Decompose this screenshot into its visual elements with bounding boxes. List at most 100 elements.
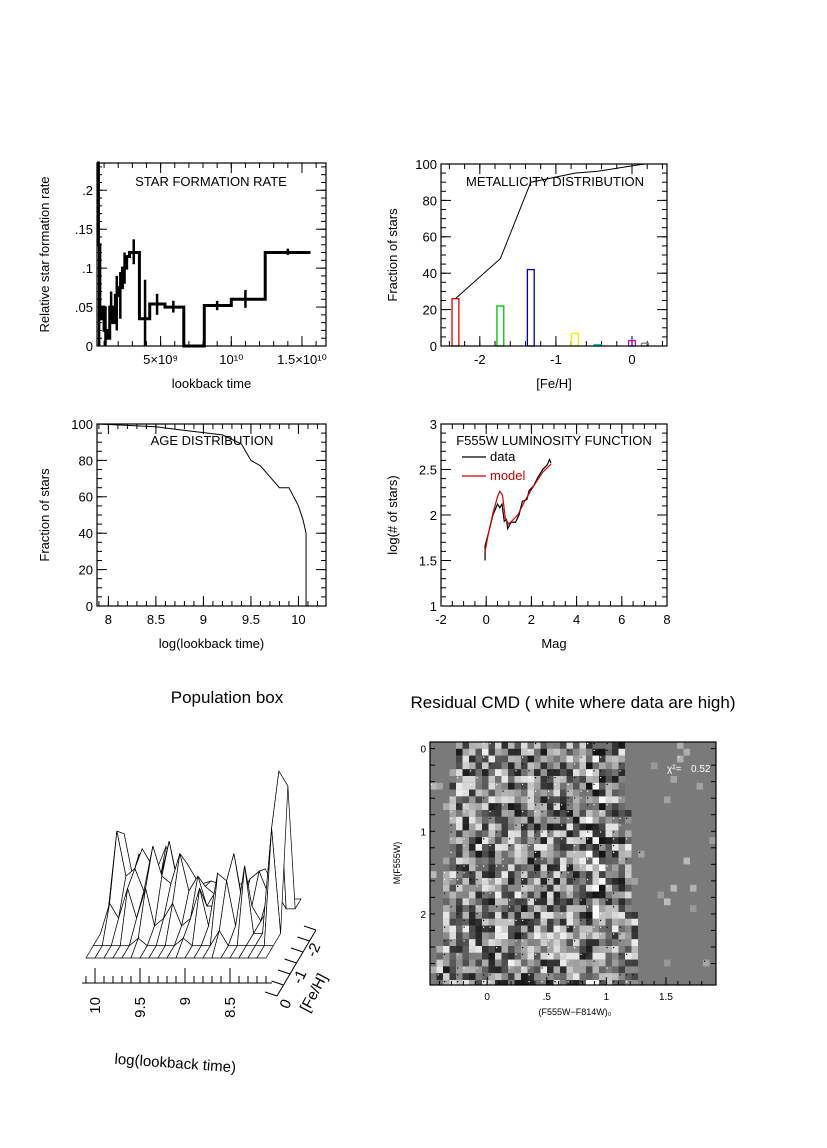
heatmap-cell — [508, 891, 515, 899]
heatmap-cell — [586, 918, 593, 926]
heatmap-cell — [599, 755, 606, 763]
heatmap-cell — [579, 973, 586, 980]
heatmap-cell — [566, 912, 573, 919]
heatmap-cell — [573, 946, 580, 953]
heatmap-cell — [456, 810, 463, 817]
heatmap-dot — [496, 783, 498, 785]
heatmap-dot — [522, 933, 524, 935]
heatmap-cell — [605, 884, 612, 892]
heatmap-dot — [437, 967, 439, 969]
heatmap-cell — [475, 980, 482, 985]
heatmap-cell — [618, 966, 625, 974]
heatmap-cell — [573, 769, 580, 776]
heatmap-cell — [540, 905, 547, 912]
heatmap-cell — [534, 769, 541, 776]
heatmap-cell — [495, 925, 502, 933]
heatmap-cell — [586, 932, 593, 940]
heatmap-cell — [456, 816, 463, 824]
heatmap-cell — [456, 980, 463, 985]
heatmap-dot — [619, 743, 621, 745]
heatmap-cell — [521, 748, 528, 756]
heatmap-dot — [587, 838, 589, 840]
heatmap-cell — [560, 891, 567, 899]
heatmap-cell — [449, 973, 456, 980]
heatmap-dot — [606, 824, 608, 826]
heatmap-cell — [579, 769, 586, 776]
heatmap-cell — [534, 959, 541, 967]
heatmap-cell — [462, 898, 469, 906]
heatmap-cell — [456, 857, 463, 865]
feh-tick-label: -1 — [289, 967, 310, 986]
heatmap-cell — [495, 748, 502, 756]
heatmap-dot — [606, 783, 608, 785]
heatmap-cell — [553, 769, 560, 776]
heatmap-cell — [534, 742, 541, 749]
heatmap-cell — [462, 912, 469, 919]
heatmap-cell — [449, 878, 456, 885]
heatmap-cell — [443, 864, 450, 872]
heatmap-cell — [501, 830, 508, 838]
heatmap-cell — [683, 857, 690, 865]
heatmap-cell — [638, 850, 645, 858]
heatmap-dot — [567, 981, 569, 983]
heatmap-cell — [573, 891, 580, 899]
heatmap-cell — [618, 973, 625, 980]
heatmap-cell — [521, 762, 528, 770]
heatmap-cell — [547, 939, 554, 946]
heatmap-dot — [548, 777, 550, 779]
heatmap-cell — [592, 844, 599, 851]
heatmap-cell — [527, 769, 534, 776]
heatmap-dot — [489, 879, 491, 881]
heatmap-cell — [534, 837, 541, 844]
heatmap-cell — [553, 837, 560, 844]
heatmap-cell — [592, 925, 599, 933]
heatmap-cell — [462, 769, 469, 776]
heatmap-cell — [625, 816, 632, 824]
heatmap-cell — [579, 946, 586, 953]
heatmap-dot — [502, 913, 504, 915]
y-tick-label: 0 — [86, 599, 93, 614]
heatmap-dot — [541, 831, 543, 833]
heatmap-cell — [618, 912, 625, 919]
heatmap-cell — [456, 912, 463, 919]
x-tick-label: 0 — [483, 612, 490, 627]
heatmap-cell — [605, 816, 612, 824]
heatmap-cell — [462, 748, 469, 756]
heatmap-cell — [495, 952, 502, 960]
heatmap-dot — [561, 858, 563, 860]
heatmap-cell — [462, 946, 469, 953]
heatmap-dot — [593, 926, 595, 928]
heatmap-cell — [566, 952, 573, 960]
legend-label-model: model — [490, 468, 526, 483]
heatmap-dot — [496, 926, 498, 928]
heatmap-cell — [449, 844, 456, 851]
heatmap-dot — [470, 947, 472, 949]
heatmap-cell — [482, 939, 489, 946]
x-tick-label: 0 — [628, 352, 635, 367]
heatmap-cell — [579, 966, 586, 974]
heatmap-cell — [586, 925, 593, 933]
heatmap-cell — [540, 878, 547, 885]
heatmap-cell — [579, 918, 586, 926]
heatmap-cell — [508, 776, 515, 783]
heatmap-cell — [527, 857, 534, 865]
heatmap-cell — [456, 782, 463, 790]
heatmap-cell — [547, 844, 554, 851]
heatmap-dot — [444, 879, 446, 881]
heatmap-cell — [508, 939, 515, 946]
heatmap-dot — [574, 879, 576, 881]
heatmap-cell — [553, 959, 560, 967]
residual-cmd-panel: Residual CMD ( white where data are high… — [392, 693, 736, 1017]
heatmap-dot — [450, 797, 452, 799]
heatmap-dot — [489, 817, 491, 819]
heatmap-cell — [560, 782, 567, 790]
heatmap-cell — [521, 966, 528, 974]
heatmap-cell — [456, 769, 463, 776]
heatmap-cell — [469, 932, 476, 940]
heatmap-cell — [449, 918, 456, 926]
heatmap-dot — [632, 974, 634, 976]
heatmap-cell — [534, 762, 541, 770]
age-tick-label: 8.5 — [222, 997, 239, 1018]
heatmap-cell — [553, 966, 560, 974]
heatmap-cell — [462, 850, 469, 858]
